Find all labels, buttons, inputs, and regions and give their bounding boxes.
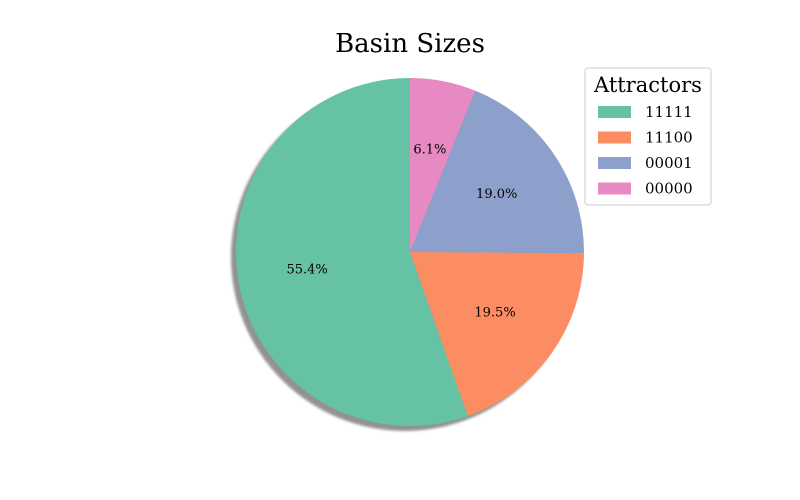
chart-title: Basin Sizes bbox=[335, 29, 485, 59]
pie-slice-00000 bbox=[410, 78, 476, 252]
legend-swatch-11111 bbox=[598, 106, 631, 118]
legend-swatch-11100 bbox=[598, 131, 631, 144]
legend-swatch-00001 bbox=[598, 157, 631, 169]
pie-slice-11111 bbox=[236, 78, 468, 426]
pie-slices bbox=[236, 78, 585, 426]
pie-percent-label-11100: 19.5% bbox=[474, 306, 515, 321]
legend: Attractors 11111 11100 00001 00000 bbox=[584, 67, 712, 206]
legend-frame bbox=[584, 67, 712, 206]
pie-percent-label-00001: 19.0% bbox=[476, 187, 517, 202]
legend-label-00000: 00000 bbox=[645, 180, 693, 198]
legend-items: 11111 11100 00001 00000 bbox=[598, 103, 693, 198]
pie-percent-labels: 55.4% 19.5% 19.0% 6.1% bbox=[286, 143, 517, 321]
legend-title: Attractors bbox=[593, 73, 702, 97]
legend-label-11111: 11111 bbox=[645, 103, 693, 121]
pie-slice-11100 bbox=[410, 252, 584, 417]
pie-percent-label-11111: 55.4% bbox=[286, 263, 327, 278]
legend-label-00001: 00001 bbox=[645, 154, 693, 172]
pie-slice-00001 bbox=[410, 90, 585, 254]
pie-percent-label-00000: 6.1% bbox=[413, 143, 446, 158]
legend-swatch-00000 bbox=[598, 182, 631, 195]
legend-label-11100: 11100 bbox=[645, 129, 693, 147]
